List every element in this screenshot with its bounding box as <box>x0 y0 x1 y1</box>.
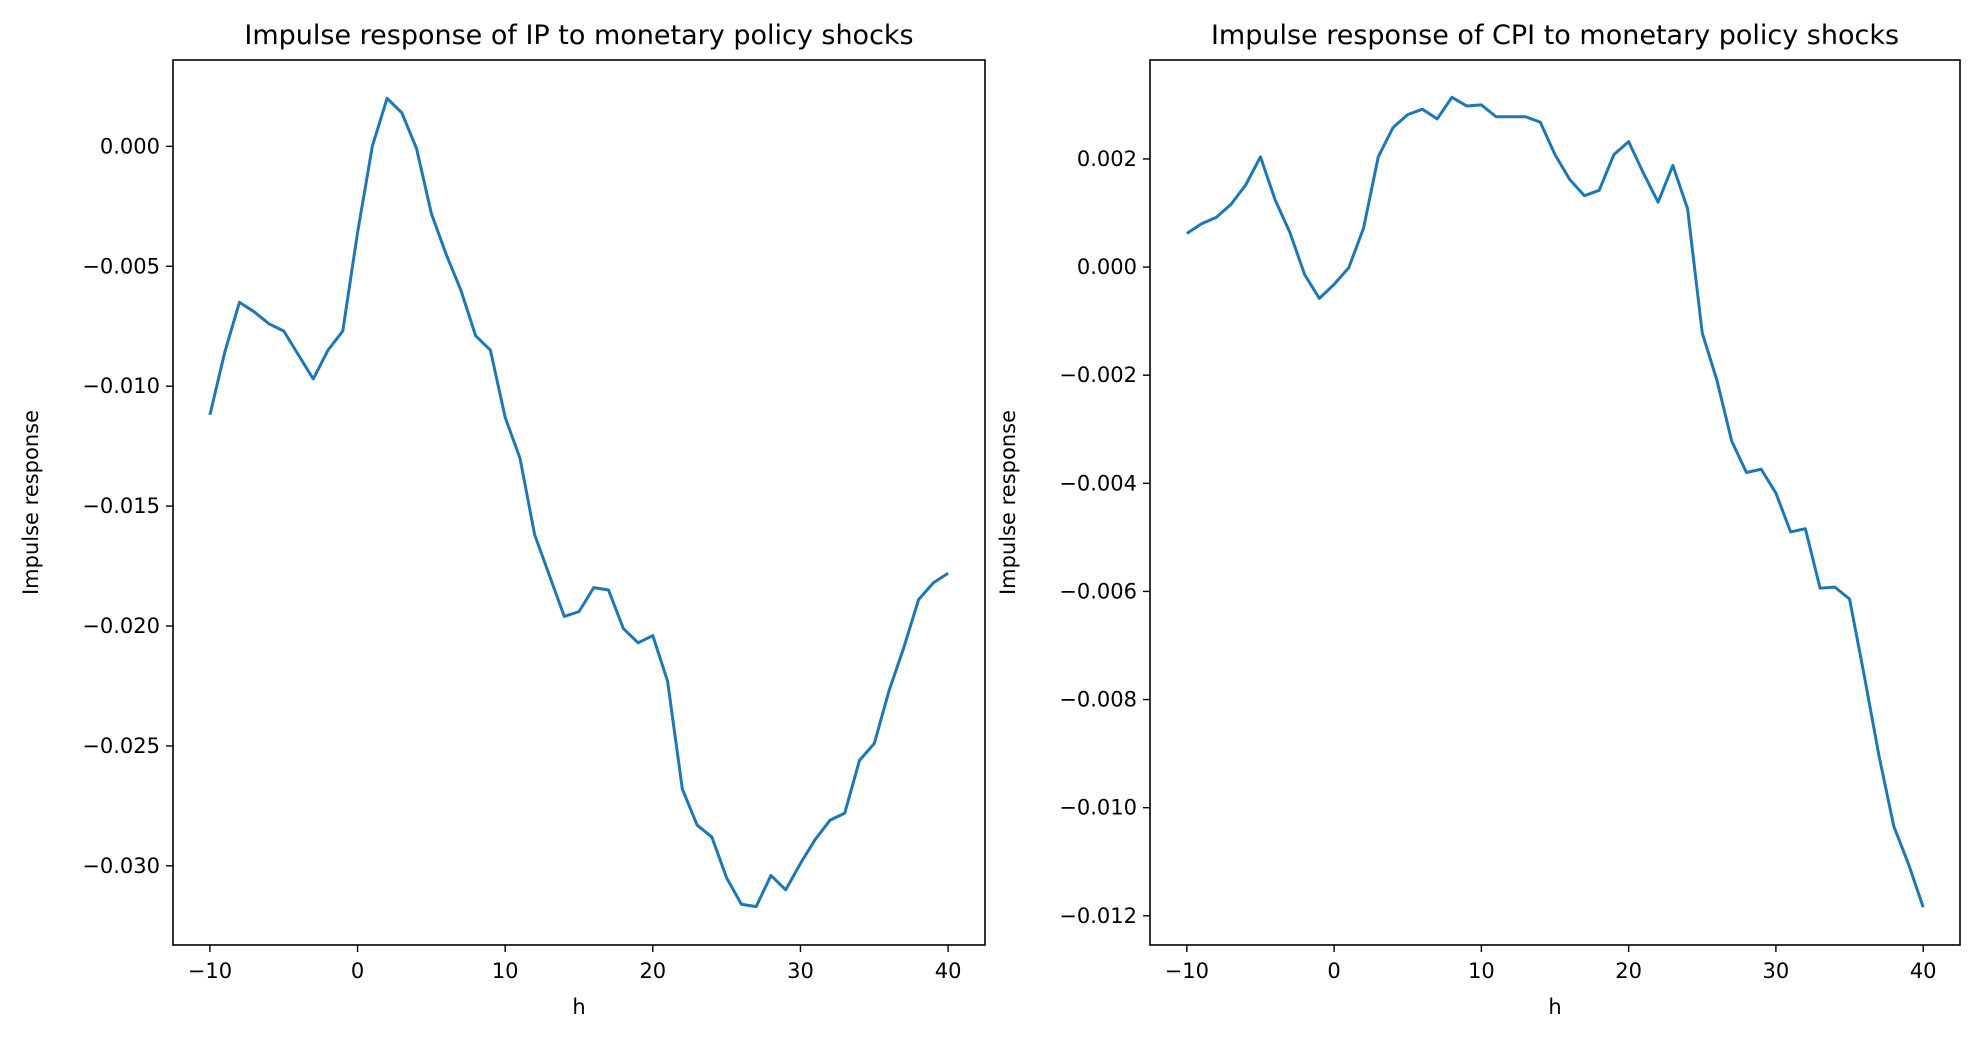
y-tick-label: 0.000 <box>1077 255 1137 279</box>
y-axis-label: Impulse response <box>996 410 1020 595</box>
y-axis-ticks: 0.000 −0.005 −0.010 −0.015 −0.020 −0.025 −0.03… <box>82 134 173 878</box>
series-group <box>208 96 949 909</box>
plot-area-frame <box>1149 59 1961 946</box>
y-tick-label: −0.002 <box>1059 363 1137 387</box>
y-tick-label: −0.010 <box>1059 796 1137 820</box>
y-tick-label: 0.002 <box>1077 147 1137 171</box>
y-tick-label: 0.000 <box>100 134 160 158</box>
y-tick-label: −0.020 <box>82 614 160 638</box>
x-tick-label: 20 <box>639 959 666 983</box>
x-tick-label: −10 <box>1165 959 1209 983</box>
plot-area-frame <box>172 59 986 946</box>
chart-title: Impulse response of IP to monetary polic… <box>244 20 913 51</box>
x-axis-ticks: −10 0 10 20 30 40 <box>1165 945 1937 983</box>
x-tick-label: 40 <box>935 959 962 983</box>
x-tick-label: 30 <box>1763 959 1790 983</box>
y-axis-ticks: 0.002 0.000 −0.002 −0.004 −0.006 −0.008 −0.010… <box>1059 147 1150 928</box>
x-axis-label: h <box>1548 995 1561 1019</box>
x-tick-label: 30 <box>787 959 814 983</box>
impulse-response-line <box>208 96 949 909</box>
x-tick-label: 0 <box>1327 959 1340 983</box>
y-tick-label: −0.010 <box>82 374 160 398</box>
x-tick-label: 40 <box>1910 959 1937 983</box>
y-tick-label: −0.005 <box>82 254 160 278</box>
y-tick-label: −0.006 <box>1059 579 1137 603</box>
series-group <box>1185 95 1925 908</box>
y-tick-label: −0.030 <box>82 854 160 878</box>
y-tick-label: −0.015 <box>82 494 160 518</box>
y-axis-label: Impulse response <box>19 410 43 595</box>
y-tick-label: −0.025 <box>82 734 160 758</box>
x-tick-label: 10 <box>1468 959 1495 983</box>
impulse-response-line <box>1185 95 1925 908</box>
x-tick-label: −10 <box>188 959 232 983</box>
chart-title: Impulse response of CPI to monetary poli… <box>1211 20 1899 51</box>
x-tick-label: 0 <box>351 959 364 983</box>
y-tick-label: −0.012 <box>1059 904 1137 928</box>
y-tick-label: −0.008 <box>1059 688 1137 712</box>
x-tick-label: 10 <box>492 959 519 983</box>
cpi-impulse-response-chart: Impulse response of CPI to monetary poli… <box>996 20 1961 1019</box>
x-axis-ticks: −10 0 10 20 30 40 <box>188 945 962 983</box>
ip-impulse-response-chart: Impulse response of IP to monetary polic… <box>19 20 986 1019</box>
x-axis-label: h <box>572 995 585 1019</box>
y-tick-label: −0.004 <box>1059 471 1137 495</box>
x-tick-label: 20 <box>1615 959 1642 983</box>
